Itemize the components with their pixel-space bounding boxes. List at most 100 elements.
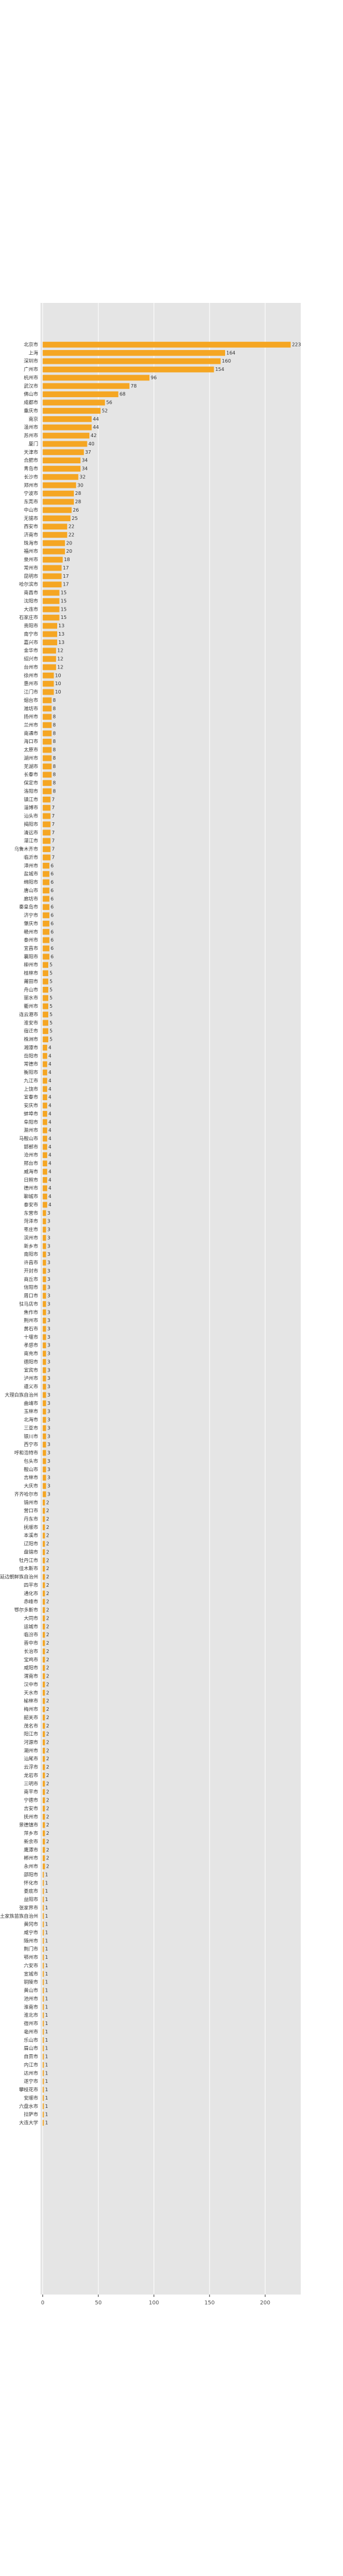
y-tick-label: 乌鲁木齐市 (14, 846, 38, 852)
bar (42, 1152, 48, 1159)
bar (42, 1176, 48, 1183)
value-label: 44 (93, 416, 99, 422)
value-label: 4 (48, 1053, 51, 1058)
value-label: 4 (48, 1202, 51, 1208)
value-label: 4 (48, 1070, 51, 1075)
x-tick-label: 150 (204, 2301, 214, 2306)
y-tick-label: 泉州市 (24, 556, 38, 562)
bar (42, 664, 57, 670)
y-tick-label: 怀化市 (24, 1880, 38, 1885)
bar (42, 1979, 44, 1986)
bar (42, 1590, 45, 1597)
value-label: 37 (85, 450, 91, 455)
bar (42, 1317, 46, 1324)
bar (42, 730, 52, 736)
bar (42, 1408, 46, 1415)
y-tick-label: 合肥市 (24, 457, 38, 463)
bar (42, 796, 51, 803)
bar (42, 1086, 48, 1092)
y-tick-label: 汉中市 (24, 1681, 38, 1687)
bar (42, 738, 52, 745)
bar (42, 1822, 45, 1828)
y-tick-label: 云浮市 (24, 1764, 38, 1770)
y-tick-label: 天水市 (24, 1689, 38, 1695)
bar (42, 979, 49, 984)
value-label: 78 (130, 383, 136, 389)
bar (42, 1723, 45, 1729)
value-label: 1 (45, 1963, 48, 1968)
bar (42, 556, 63, 563)
bar (42, 466, 81, 472)
y-tick-label: 邯郸市 (24, 1144, 38, 1150)
bar (42, 1689, 45, 1696)
value-label: 20 (66, 549, 72, 554)
y-tick-label: 赤峰市 (24, 1599, 38, 1605)
value-label: 1 (45, 2004, 48, 2010)
bar (42, 1483, 46, 1489)
bar (42, 1144, 48, 1150)
y-tick-label: 渭南市 (24, 1673, 38, 1679)
bar (42, 1806, 45, 1812)
value-label: 1 (45, 1996, 48, 2001)
y-tick-label: 大理白族自治州 (5, 1392, 38, 1398)
value-label: 1 (45, 2012, 48, 2018)
y-tick-label: 梅州市 (24, 1706, 38, 1712)
value-label: 6 (51, 888, 54, 893)
y-tick-label: 东营市 (24, 1210, 38, 1216)
value-label: 3 (47, 1409, 50, 1414)
y-tick-label: 锦州市 (24, 1499, 38, 1505)
value-label: 1 (45, 1880, 48, 1885)
value-label: 17 (63, 565, 68, 571)
value-label: 8 (53, 730, 56, 736)
bar (42, 772, 52, 778)
bar (42, 565, 62, 571)
bar (42, 2012, 44, 2018)
value-label: 2 (46, 1566, 49, 1571)
value-label: 3 (47, 1425, 50, 1431)
value-label: 3 (47, 1243, 50, 1249)
value-label: 4 (48, 1119, 51, 1125)
y-tick-label: 南充市 (24, 1351, 38, 1357)
value-label: 1 (45, 2070, 48, 2076)
y-tick-label: 宝鸡市 (24, 1657, 38, 1662)
bar (42, 986, 49, 993)
bar (42, 1516, 45, 1522)
y-tick-label: 蚌埠市 (24, 1110, 38, 1116)
value-label: 42 (91, 433, 96, 438)
bar (42, 1930, 44, 1936)
bar (42, 1028, 49, 1035)
value-label: 1 (45, 1914, 48, 1919)
value-label: 15 (61, 606, 67, 612)
y-tick-label: 九江市 (24, 1078, 38, 1083)
y-tick-label: 宿州市 (24, 2020, 38, 2026)
value-label: 3 (47, 1392, 50, 1398)
value-label: 3 (47, 1484, 50, 1489)
y-tick-label: 淮南市 (24, 2004, 38, 2010)
bar (42, 854, 51, 860)
bar (42, 1235, 46, 1241)
value-label: 4 (48, 1161, 51, 1166)
bar (42, 1193, 48, 1200)
bar (42, 755, 52, 761)
bar (42, 862, 49, 869)
bar (42, 1284, 46, 1291)
y-tick-label: 聊城市 (24, 1193, 38, 1199)
value-label: 3 (47, 1318, 50, 1323)
bar (42, 1739, 45, 1745)
bar (42, 1243, 46, 1249)
y-tick-label: 天津市 (24, 449, 38, 455)
y-tick-label: 自贡市 (24, 2054, 38, 2060)
y-tick-label: 岳阳市 (24, 1052, 38, 1058)
y-tick-label: 临汾市 (24, 1631, 38, 1637)
bar (42, 606, 60, 612)
bar (42, 1450, 46, 1456)
bar (42, 1268, 46, 1274)
value-label: 18 (64, 557, 70, 562)
y-tick-label: 三明市 (24, 1781, 38, 1787)
y-tick-label: 乐山市 (24, 2037, 38, 2043)
value-label: 160 (222, 358, 231, 364)
bar (42, 1491, 46, 1497)
value-label: 1 (45, 1872, 48, 1877)
bar (42, 953, 49, 960)
